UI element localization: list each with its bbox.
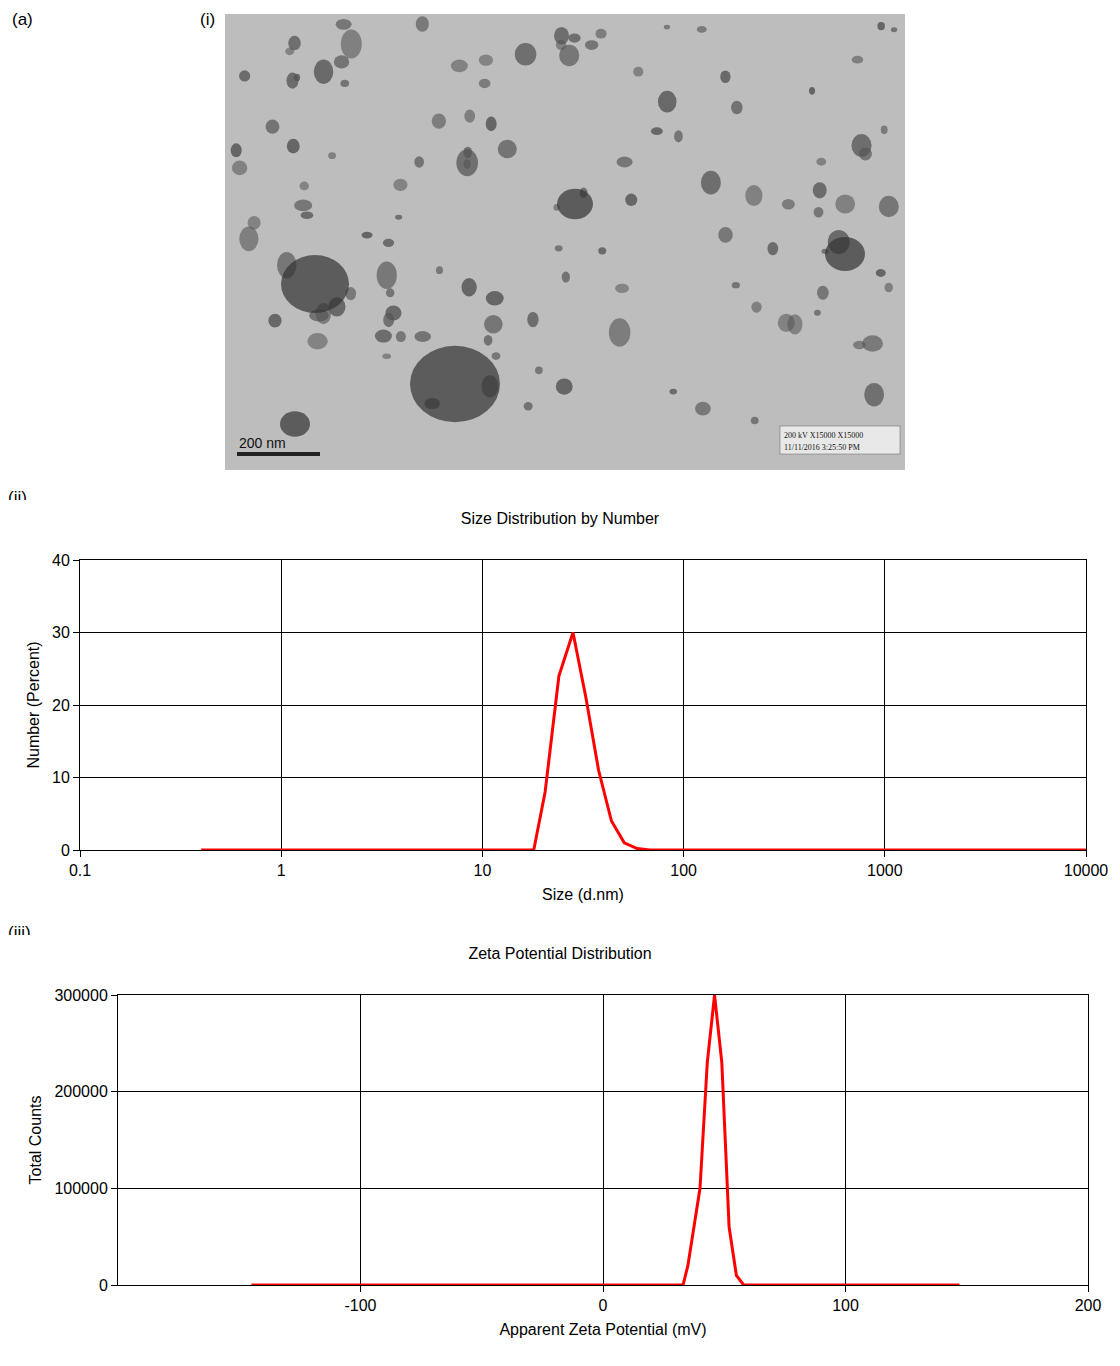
- svg-text:11/11/2016 3:25:50 PM: 11/11/2016 3:25:50 PM: [784, 443, 860, 452]
- svg-text:Size Distribution by Number: Size Distribution by Number: [461, 510, 660, 527]
- svg-text:0.1: 0.1: [69, 862, 91, 879]
- svg-text:40: 40: [52, 552, 70, 569]
- svg-text:Zeta Potential Distribution: Zeta Potential Distribution: [468, 945, 651, 962]
- svg-text:30: 30: [52, 624, 70, 641]
- svg-text:0: 0: [599, 1297, 608, 1314]
- svg-text:1000: 1000: [867, 862, 903, 879]
- svg-text:200: 200: [1075, 1297, 1102, 1314]
- svg-text:Total Counts: Total Counts: [27, 1096, 44, 1185]
- svg-text:Apparent Zeta Potential (mV): Apparent Zeta Potential (mV): [499, 1321, 706, 1338]
- svg-text:Size (d.nm): Size (d.nm): [542, 886, 624, 903]
- svg-text:1: 1: [277, 862, 286, 879]
- svg-text:10: 10: [474, 862, 492, 879]
- svg-text:10000: 10000: [1064, 862, 1109, 879]
- html-text:(a): (a): [12, 10, 33, 29]
- svg-text:100000: 100000: [54, 1180, 107, 1197]
- svg-text:0: 0: [61, 842, 70, 859]
- svg-text:300000: 300000: [54, 987, 107, 1004]
- svg-text:200 kV X15000 X15000: 200 kV X15000 X15000: [784, 431, 863, 440]
- svg-text:200 nm: 200 nm: [239, 435, 286, 451]
- html-text:(ii): (ii): [8, 488, 27, 507]
- svg-text:100: 100: [670, 862, 697, 879]
- svg-text:-100: -100: [344, 1297, 376, 1314]
- html-text:(iii): (iii): [8, 923, 31, 942]
- svg-text:20: 20: [52, 697, 70, 714]
- svg-text:200000: 200000: [54, 1083, 107, 1100]
- html-text:(i): (i): [200, 10, 216, 29]
- svg-text:100: 100: [832, 1297, 859, 1314]
- svg-text:10: 10: [52, 769, 70, 786]
- svg-text:0: 0: [99, 1277, 108, 1294]
- svg-text:Number (Percent): Number (Percent): [25, 641, 42, 768]
